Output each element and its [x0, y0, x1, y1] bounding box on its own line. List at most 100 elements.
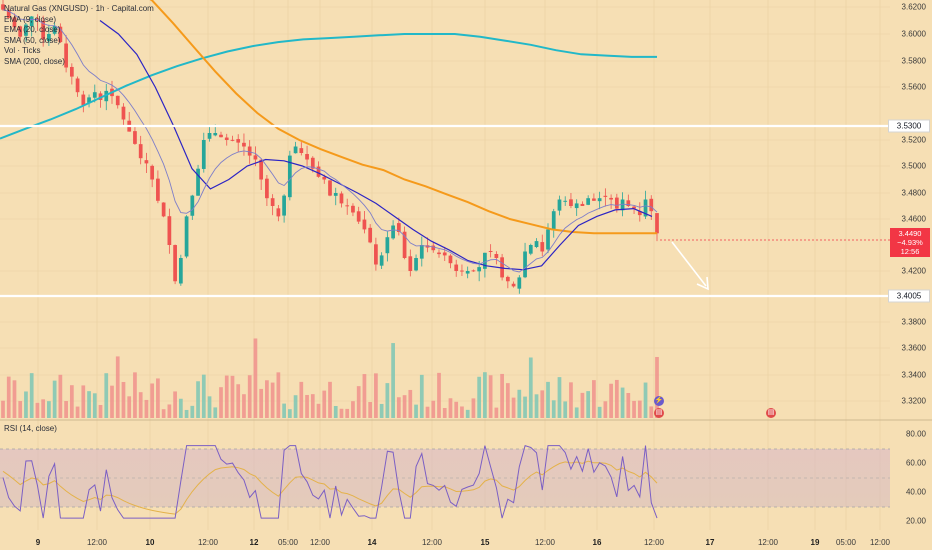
- volume-bar: [557, 377, 562, 418]
- volume-bar: [437, 372, 441, 418]
- volume-bar: [236, 384, 241, 418]
- candle-body: [58, 26, 63, 43]
- legend-sma50[interactable]: SMA (50, close): [4, 35, 61, 45]
- volume-bar: [649, 406, 654, 418]
- volume-bar: [333, 406, 338, 418]
- candle-body: [614, 197, 619, 209]
- volume-bar: [592, 380, 596, 418]
- time-tick-label: 12:00: [643, 538, 665, 547]
- time-tick-label: 14: [367, 538, 377, 547]
- lightning-event-icon[interactable]: ⚡: [654, 396, 664, 406]
- volume-bar: [546, 381, 550, 418]
- time-tick-label: 12:00: [757, 538, 779, 547]
- volume-bar: [379, 403, 384, 418]
- current-price-value: 3.4490: [898, 229, 922, 238]
- volume-bar: [494, 407, 499, 418]
- volume-bar: [115, 356, 120, 418]
- candle-body: [236, 139, 241, 143]
- volume-bar: [655, 356, 659, 418]
- candle-body: [207, 133, 212, 139]
- candle-body: [12, 17, 17, 28]
- candle-body: [242, 142, 246, 147]
- price-tick-label: 3.4200: [901, 266, 926, 276]
- candle-body: [471, 270, 476, 272]
- volume-bar: [207, 396, 212, 418]
- candle-body: [437, 252, 441, 255]
- volume-bar: [632, 400, 636, 418]
- us-flag-event-icon[interactable]: ▤: [766, 408, 776, 418]
- candle-body: [500, 257, 504, 278]
- candle-body: [391, 225, 395, 239]
- legend-ema20[interactable]: EMA (20, close): [4, 25, 61, 35]
- candle-body: [224, 137, 229, 140]
- volume-bar: [282, 403, 286, 418]
- volume-bar: [98, 404, 103, 418]
- candle-body: [92, 92, 97, 98]
- rsi-legend[interactable]: RSI (14, close): [4, 424, 57, 433]
- price-tick-label: 3.5600: [901, 82, 926, 92]
- volume-bar: [551, 400, 556, 418]
- volume-bar: [58, 374, 63, 418]
- volume-bar: [270, 382, 275, 418]
- ema9-line: [2, 9, 658, 273]
- time-tick-label: 12: [249, 538, 259, 547]
- candle-body: [569, 199, 573, 206]
- volume-bar: [643, 382, 648, 418]
- candle-body: [414, 258, 418, 271]
- candle-body: [316, 166, 321, 177]
- time-tick-label: 17: [705, 538, 715, 547]
- candle-body: [408, 256, 413, 271]
- legend-volume[interactable]: Vol · Ticks: [4, 46, 41, 56]
- volume-bar: [391, 343, 395, 418]
- candle-body: [213, 133, 218, 136]
- candle-body: [488, 250, 493, 252]
- candle-body: [81, 94, 86, 106]
- candle-body: [597, 198, 602, 202]
- volume-bar: [488, 375, 493, 418]
- sma50-line: [149, 0, 657, 235]
- legend-sma200[interactable]: SMA (200, close): [4, 56, 65, 66]
- candle-body: [201, 140, 206, 169]
- candle-body: [339, 193, 344, 204]
- candle-body: [29, 16, 34, 27]
- candle-body: [534, 241, 539, 248]
- candle-body: [351, 205, 355, 213]
- candle-body: [328, 180, 332, 196]
- volume-bar: [609, 383, 613, 418]
- volume-bar: [247, 375, 252, 418]
- candle-body: [247, 146, 252, 156]
- candle-body: [419, 245, 424, 259]
- candle-body: [299, 148, 304, 153]
- us-flag-event-icon[interactable]: ▤: [654, 408, 664, 418]
- candle-body: [603, 195, 608, 197]
- candle-body: [356, 211, 361, 222]
- volume-bar: [127, 396, 132, 418]
- candle-body: [178, 258, 183, 284]
- volume-bar: [1, 400, 5, 418]
- current-price-badge: 3.4490 −4.93% 12:56: [890, 228, 930, 257]
- candle-body: [505, 276, 510, 282]
- candle-body: [322, 176, 327, 180]
- volume-bar: [460, 406, 464, 418]
- volume-bar: [517, 389, 522, 418]
- candle-body: [362, 219, 367, 230]
- volume-bar: [173, 391, 177, 418]
- time-tick-label: 12:00: [197, 538, 219, 547]
- volume-bar: [368, 402, 373, 418]
- price-tick-label: 3.4800: [901, 188, 926, 198]
- candle-body: [483, 252, 487, 269]
- volume-bar: [505, 383, 510, 418]
- sma200-line: [0, 33, 657, 140]
- legend-ema9[interactable]: EMA (9, close): [4, 14, 57, 24]
- candle-body: [592, 198, 596, 201]
- candle-body: [305, 154, 309, 160]
- time-tick-label: 05:00: [835, 538, 857, 547]
- candle-body: [144, 160, 149, 164]
- volume-bar: [75, 406, 80, 418]
- candle-body: [649, 198, 654, 212]
- volume-bar: [29, 373, 34, 418]
- volume-bar: [144, 399, 149, 418]
- candle-body: [368, 227, 373, 243]
- candle-body: [333, 193, 338, 196]
